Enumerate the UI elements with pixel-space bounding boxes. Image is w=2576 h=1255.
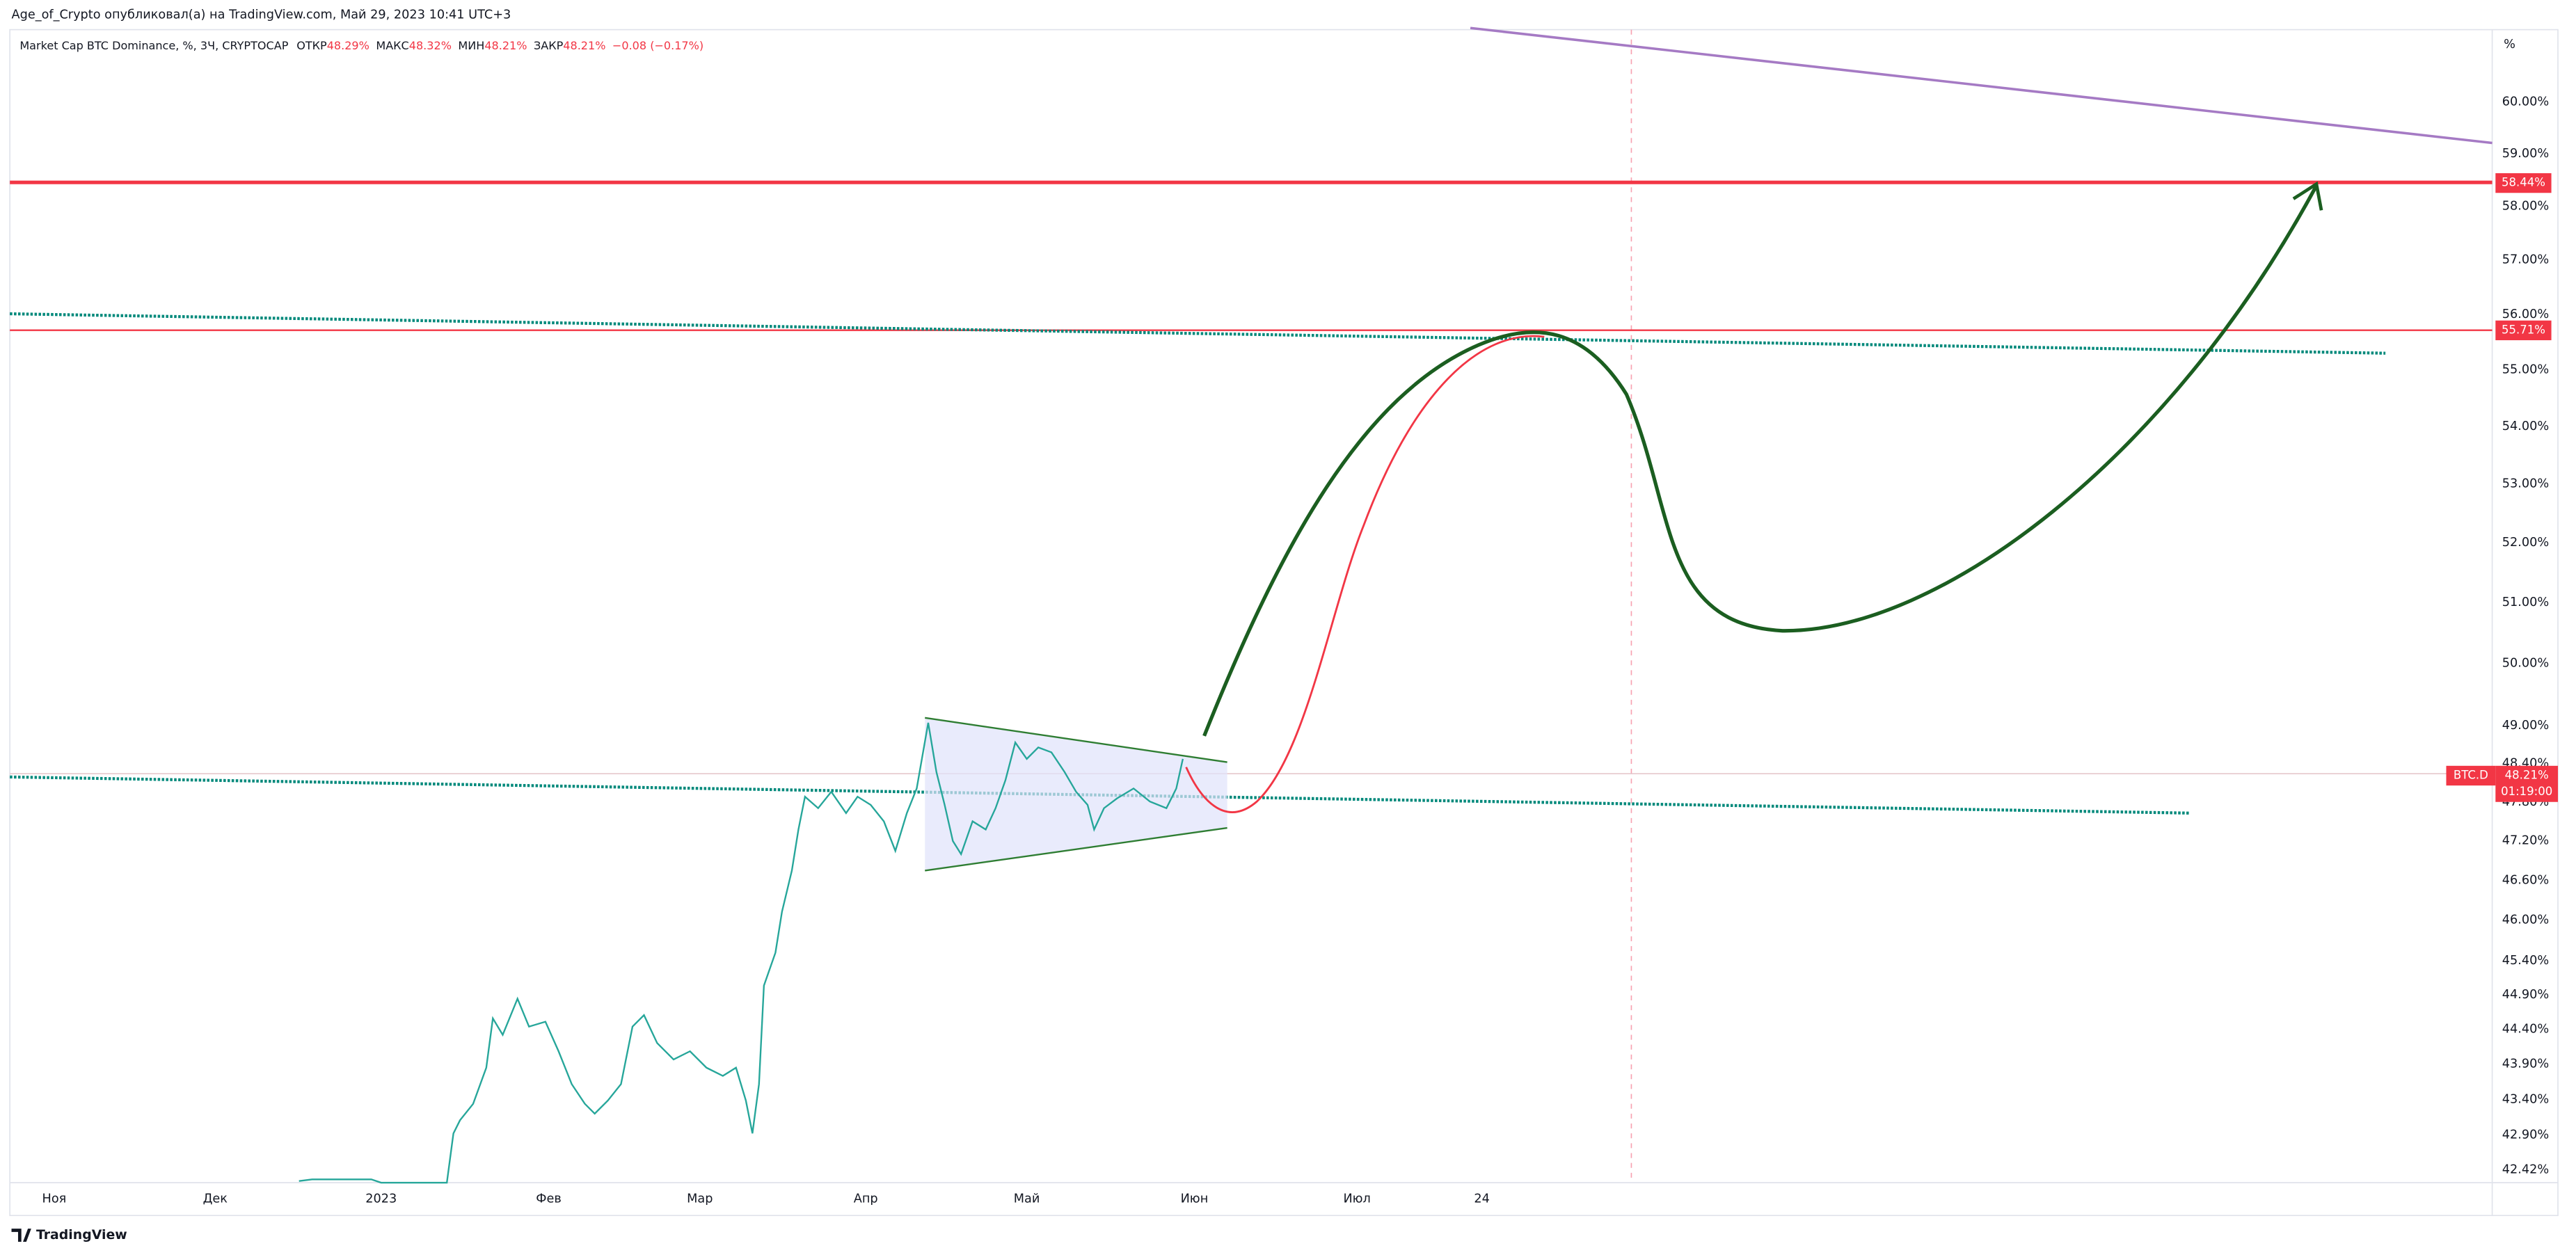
price-tick-label: 59.00% [2502, 147, 2549, 161]
last-price-label: 48.21% [2505, 768, 2549, 781]
price-tick-label: 50.00% [2502, 657, 2549, 671]
forecast-path [1202, 184, 2319, 737]
price-tick-label: 56.00% [2502, 307, 2549, 321]
price-tick-label: 45.40% [2502, 954, 2549, 968]
forecast-arrowhead [2292, 181, 2323, 211]
legend: Market Cap BTC Dominance, %, 3Ч, CRYPTOC… [19, 39, 703, 52]
trend-line-purple [1470, 26, 2492, 145]
time-tick-label: 24 [1474, 1192, 1490, 1206]
price-tick-label: 49.00% [2502, 719, 2549, 733]
time-tick-label: Ноя [42, 1192, 67, 1206]
price-tick-label: 44.90% [2502, 988, 2549, 1002]
brand-name: TradingView [36, 1227, 127, 1242]
legend-low-label: МИН [458, 39, 484, 52]
legend-high-label: МАКС [376, 39, 408, 52]
price-tick-label: 47.20% [2502, 834, 2549, 848]
time-tick-label: Дек [203, 1192, 228, 1206]
last-price-tag [2495, 765, 2559, 802]
price-tick-label: 55.00% [2502, 363, 2549, 377]
countdown-label: 01:19:00 [2501, 785, 2552, 798]
price-tick-label: 42.90% [2502, 1128, 2549, 1142]
time-tick-label: Апр [854, 1192, 878, 1206]
time-tick-label: Июн [1181, 1192, 1209, 1206]
time-tick-label: 2023 [365, 1192, 397, 1206]
price-tick-label: 44.40% [2502, 1022, 2549, 1036]
publisher-line: Age_of_Crypto опубликовал(а) на TradingV… [12, 8, 511, 22]
time-tick-label: Мар [687, 1192, 713, 1206]
symbol-tag [2446, 765, 2496, 786]
symbol-tag-label: BTC.D [2454, 768, 2488, 781]
price-tick-label: 46.00% [2502, 913, 2549, 927]
level-tag-label: 55.71% [2502, 323, 2545, 336]
time-tick-label: Июл [1343, 1192, 1370, 1206]
price-tick-label: 58.00% [2502, 200, 2549, 214]
triangle-edge [925, 826, 1227, 872]
price-tick-label: 53.00% [2502, 477, 2549, 491]
legend-symbol: Market Cap BTC Dominance, %, 3Ч, CRYPTOC… [19, 39, 288, 52]
level-tag-label: 58.44% [2502, 176, 2545, 189]
price-unit: % [2504, 38, 2515, 51]
chart-frame [9, 29, 2559, 1217]
price-tick-label: 43.90% [2502, 1057, 2549, 1071]
legend-close-label: ЗАКР [534, 39, 564, 52]
time-tick-label: Фев [536, 1192, 562, 1206]
price-tick-label: 42.42% [2502, 1162, 2549, 1176]
legend-change: −0.08 (−0.17%) [612, 39, 703, 52]
alternate-path [1185, 335, 1545, 813]
level-tag [2495, 320, 2552, 341]
triangle-pattern [925, 717, 1227, 871]
trend-line-teal [10, 312, 2386, 355]
price-tick-label: 51.00% [2502, 595, 2549, 609]
level-tag [2495, 173, 2552, 193]
triangle-edge [925, 717, 1227, 763]
brand-logo [11, 1229, 31, 1242]
price-tick-label: 54.00% [2502, 419, 2549, 433]
price-series [299, 722, 1184, 1184]
legend-close: 48.21% [563, 39, 605, 52]
legend-low: 48.21% [484, 39, 527, 52]
legend-open-label: ОТКР [296, 39, 327, 52]
price-tick-label: 57.00% [2502, 253, 2549, 267]
legend-high: 48.32% [409, 39, 452, 52]
time-tick-label: Май [1014, 1192, 1040, 1206]
price-tick-label: 60.00% [2502, 95, 2549, 109]
price-tick-label: 52.00% [2502, 536, 2549, 550]
legend-open: 48.29% [327, 39, 369, 52]
price-tick-label: 43.40% [2502, 1092, 2549, 1106]
price-tick-label: 46.60% [2502, 873, 2549, 887]
